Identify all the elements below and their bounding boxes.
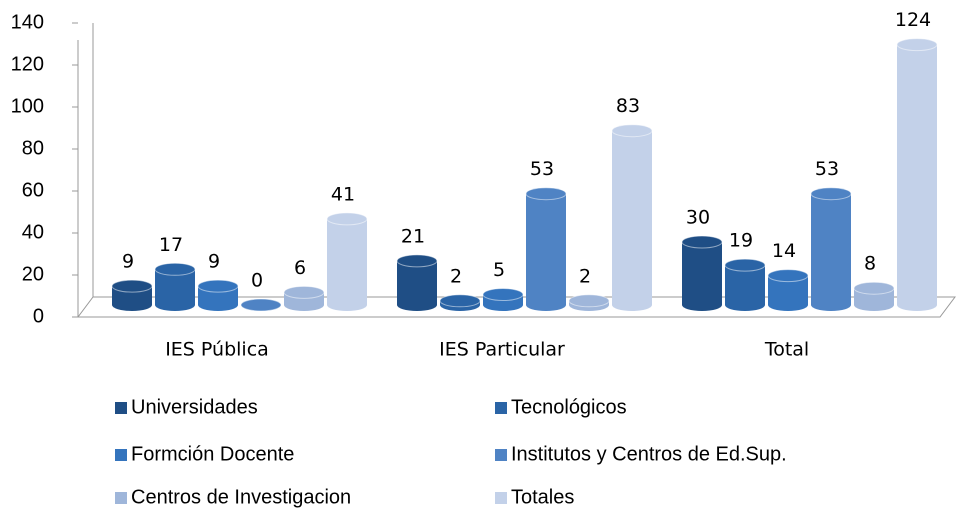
bar-cap xyxy=(681,235,723,249)
data-label: 19 xyxy=(729,230,753,252)
x-tick-label: IES Particular xyxy=(439,339,565,361)
data-label: 21 xyxy=(401,225,425,247)
bar-cap xyxy=(482,288,524,301)
bar-cap xyxy=(240,298,282,312)
legend-swatch xyxy=(115,402,127,414)
y-tick-label: 100 xyxy=(11,95,44,117)
bar xyxy=(612,130,652,305)
bar xyxy=(327,218,367,305)
legend-swatch xyxy=(495,492,507,504)
bar-cap xyxy=(439,294,481,308)
legend-label: Institutos y Centros de Ed.Sup. xyxy=(511,443,787,465)
data-label: 0 xyxy=(251,270,263,292)
data-label: 53 xyxy=(815,158,839,180)
bar-cap xyxy=(396,254,438,268)
bar-cap xyxy=(896,38,938,52)
data-label: 41 xyxy=(331,183,355,205)
data-label: 6 xyxy=(294,257,306,279)
data-label: 9 xyxy=(208,251,220,273)
legend-label: Totales xyxy=(511,486,574,508)
data-label: 124 xyxy=(895,9,931,31)
bar xyxy=(897,44,937,305)
legend-label: Tecnológicos xyxy=(511,396,627,418)
bar-cap xyxy=(853,281,895,295)
bar-cap xyxy=(525,187,567,201)
x-tick-label: Total xyxy=(764,339,809,361)
bar-cap xyxy=(326,212,368,226)
y-tick-label: 0 xyxy=(33,305,44,327)
bar-cap xyxy=(154,262,196,276)
data-label: 2 xyxy=(450,265,462,287)
data-label: 83 xyxy=(616,95,640,117)
x-tick-label: IES Pública xyxy=(165,339,269,361)
legend-swatch xyxy=(115,492,127,504)
bar-cap xyxy=(197,279,239,293)
y-tick-label: 120 xyxy=(11,53,44,75)
legend-swatch xyxy=(115,449,127,461)
data-label: 14 xyxy=(772,240,796,262)
y-tick-label: 80 xyxy=(22,137,44,159)
legend-label: Formción Docente xyxy=(131,443,294,465)
bar xyxy=(811,193,851,305)
data-label: 53 xyxy=(530,158,554,180)
data-label: 2 xyxy=(579,265,591,287)
data-label: 8 xyxy=(864,253,876,275)
legend-swatch xyxy=(495,402,507,414)
bar-cap xyxy=(767,269,809,283)
y-tick-label: 20 xyxy=(22,263,44,285)
y-tick-label: 40 xyxy=(22,221,44,243)
legend-label: Universidades xyxy=(131,396,258,418)
data-label: 5 xyxy=(493,259,505,281)
bar-cap xyxy=(611,124,653,138)
legend-label: Centros de Investigacion xyxy=(131,486,351,508)
data-label: 9 xyxy=(122,251,134,273)
data-label: 30 xyxy=(686,207,710,229)
bar-cap xyxy=(810,187,852,201)
bar xyxy=(682,242,722,305)
data-label: 17 xyxy=(159,234,183,256)
bar-cap xyxy=(724,258,766,272)
bar-cap xyxy=(568,294,610,308)
y-tick-label: 140 xyxy=(11,11,44,33)
bar-cap xyxy=(283,285,325,299)
y-tick-label: 60 xyxy=(22,179,44,201)
legend-swatch xyxy=(495,449,507,461)
bar xyxy=(526,193,566,305)
bar xyxy=(725,265,765,305)
bar xyxy=(397,260,437,305)
bar-cap xyxy=(111,279,153,293)
